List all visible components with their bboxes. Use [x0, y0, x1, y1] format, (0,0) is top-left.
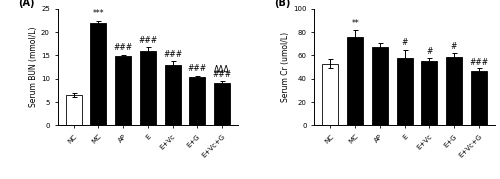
Y-axis label: Serum Cr (umol/L): Serum Cr (umol/L): [282, 32, 290, 102]
Bar: [322, 64, 338, 125]
Text: #: #: [451, 42, 457, 51]
Text: ***: ***: [92, 9, 104, 18]
Bar: [66, 95, 82, 125]
Bar: [446, 57, 462, 125]
Bar: [470, 71, 487, 125]
Text: #: #: [402, 38, 408, 47]
Text: (B): (B): [274, 0, 291, 8]
Text: #: #: [426, 47, 432, 56]
Bar: [164, 65, 180, 125]
Text: ###: ###: [212, 71, 232, 79]
Text: **: **: [352, 19, 359, 28]
Bar: [90, 23, 106, 125]
Text: ###: ###: [163, 50, 182, 59]
Y-axis label: Serum BUN (mmol/L): Serum BUN (mmol/L): [29, 27, 38, 107]
Text: ΔΔΔ: ΔΔΔ: [214, 65, 230, 74]
Text: ###: ###: [469, 57, 488, 67]
Bar: [422, 61, 438, 125]
Bar: [140, 51, 156, 125]
Bar: [214, 83, 230, 125]
Bar: [396, 58, 412, 125]
Text: ###: ###: [188, 64, 207, 73]
Text: ###: ###: [114, 43, 132, 52]
Text: ###: ###: [138, 36, 158, 45]
Bar: [190, 77, 206, 125]
Text: (A): (A): [18, 0, 34, 8]
Bar: [347, 37, 363, 125]
Bar: [372, 47, 388, 125]
Bar: [115, 56, 131, 125]
